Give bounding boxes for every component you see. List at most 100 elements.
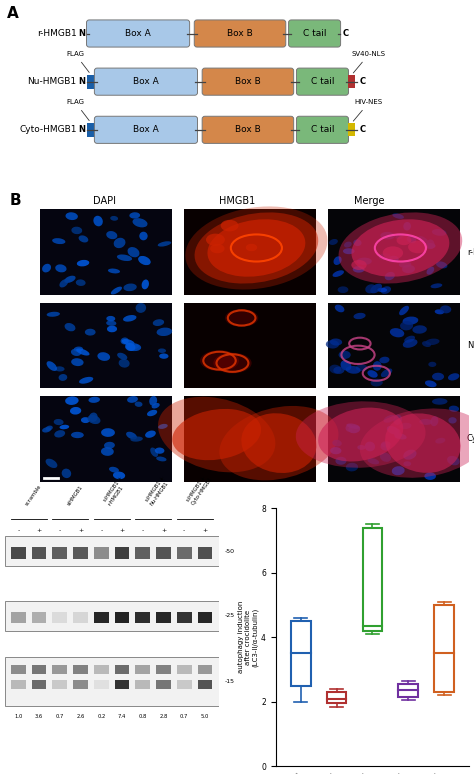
Ellipse shape [335, 305, 345, 313]
Text: Box B: Box B [227, 29, 253, 38]
Bar [156, 680, 171, 689]
Ellipse shape [156, 327, 172, 336]
Ellipse shape [404, 336, 415, 343]
Bar [183, 303, 316, 389]
Text: C: C [342, 29, 348, 38]
Ellipse shape [367, 458, 379, 464]
Ellipse shape [65, 212, 78, 220]
Ellipse shape [412, 325, 427, 334]
Ellipse shape [419, 419, 432, 425]
Bar [53, 665, 67, 674]
Ellipse shape [432, 373, 444, 380]
Text: 0.7: 0.7 [55, 714, 64, 719]
Ellipse shape [381, 441, 391, 447]
Text: -: - [17, 529, 19, 533]
Bar [11, 611, 26, 623]
Ellipse shape [147, 409, 157, 416]
Ellipse shape [117, 255, 132, 261]
Ellipse shape [79, 377, 93, 384]
Bar [5, 536, 219, 567]
Ellipse shape [172, 409, 261, 461]
Ellipse shape [403, 450, 417, 460]
Ellipse shape [153, 319, 164, 326]
Text: 1.0: 1.0 [14, 714, 23, 719]
Bar [53, 611, 67, 623]
Ellipse shape [108, 269, 120, 273]
Ellipse shape [88, 415, 100, 424]
Ellipse shape [72, 227, 82, 235]
Ellipse shape [330, 338, 342, 345]
FancyBboxPatch shape [296, 116, 348, 143]
Text: HIV-NES: HIV-NES [353, 99, 383, 121]
Text: Cyto-HMGB1: Cyto-HMGB1 [19, 125, 77, 135]
Ellipse shape [403, 339, 418, 348]
Ellipse shape [428, 361, 437, 367]
Ellipse shape [354, 313, 365, 319]
Text: Box B: Box B [235, 77, 261, 86]
Ellipse shape [338, 212, 462, 283]
Text: DAPI: DAPI [93, 196, 116, 206]
Bar [328, 303, 460, 389]
Ellipse shape [338, 351, 351, 359]
Ellipse shape [448, 417, 456, 423]
Ellipse shape [101, 428, 115, 437]
Ellipse shape [346, 463, 358, 471]
Ellipse shape [385, 272, 395, 280]
Text: N: N [78, 29, 85, 38]
Bar [32, 665, 46, 674]
Ellipse shape [400, 423, 411, 429]
Ellipse shape [120, 337, 129, 344]
FancyBboxPatch shape [202, 68, 294, 95]
Bar [348, 75, 355, 88]
Ellipse shape [383, 415, 396, 423]
Ellipse shape [241, 413, 317, 473]
Ellipse shape [219, 406, 338, 481]
Ellipse shape [114, 238, 126, 248]
Ellipse shape [65, 396, 79, 405]
Text: siHMGB1 +
r-HMGB1: siHMGB1 + r-HMGB1 [103, 476, 129, 506]
Ellipse shape [435, 310, 444, 314]
Ellipse shape [70, 407, 81, 415]
Text: +: + [202, 529, 208, 533]
Text: -: - [183, 529, 185, 533]
Ellipse shape [397, 235, 411, 245]
Ellipse shape [138, 256, 151, 265]
Ellipse shape [334, 256, 342, 265]
Ellipse shape [440, 306, 451, 313]
Ellipse shape [330, 447, 341, 454]
Ellipse shape [208, 219, 305, 276]
Bar [39, 210, 172, 295]
Ellipse shape [123, 315, 137, 322]
Ellipse shape [155, 447, 164, 454]
Text: Nu-HMGB1: Nu-HMGB1 [27, 77, 77, 86]
Bar [198, 680, 212, 689]
Bar [328, 210, 460, 295]
Ellipse shape [383, 246, 403, 259]
Ellipse shape [387, 426, 399, 434]
Text: FLAG: FLAG [66, 51, 89, 73]
Ellipse shape [351, 260, 367, 270]
Ellipse shape [185, 207, 328, 289]
Bar [348, 123, 355, 136]
Ellipse shape [77, 260, 89, 266]
Ellipse shape [46, 312, 60, 317]
Ellipse shape [89, 413, 98, 422]
Ellipse shape [329, 239, 338, 245]
Ellipse shape [129, 212, 140, 218]
Ellipse shape [71, 348, 82, 356]
FancyBboxPatch shape [94, 116, 198, 143]
Ellipse shape [430, 416, 438, 426]
Ellipse shape [74, 347, 83, 352]
Text: +: + [78, 529, 83, 533]
Bar [156, 665, 171, 674]
Text: +: + [161, 529, 166, 533]
Text: 5.0: 5.0 [201, 714, 209, 719]
Ellipse shape [329, 365, 341, 374]
Ellipse shape [399, 306, 409, 315]
Text: +: + [36, 529, 42, 533]
FancyBboxPatch shape [86, 20, 190, 47]
Ellipse shape [104, 442, 115, 449]
Ellipse shape [76, 348, 90, 355]
Bar [11, 680, 26, 689]
Ellipse shape [97, 352, 110, 361]
